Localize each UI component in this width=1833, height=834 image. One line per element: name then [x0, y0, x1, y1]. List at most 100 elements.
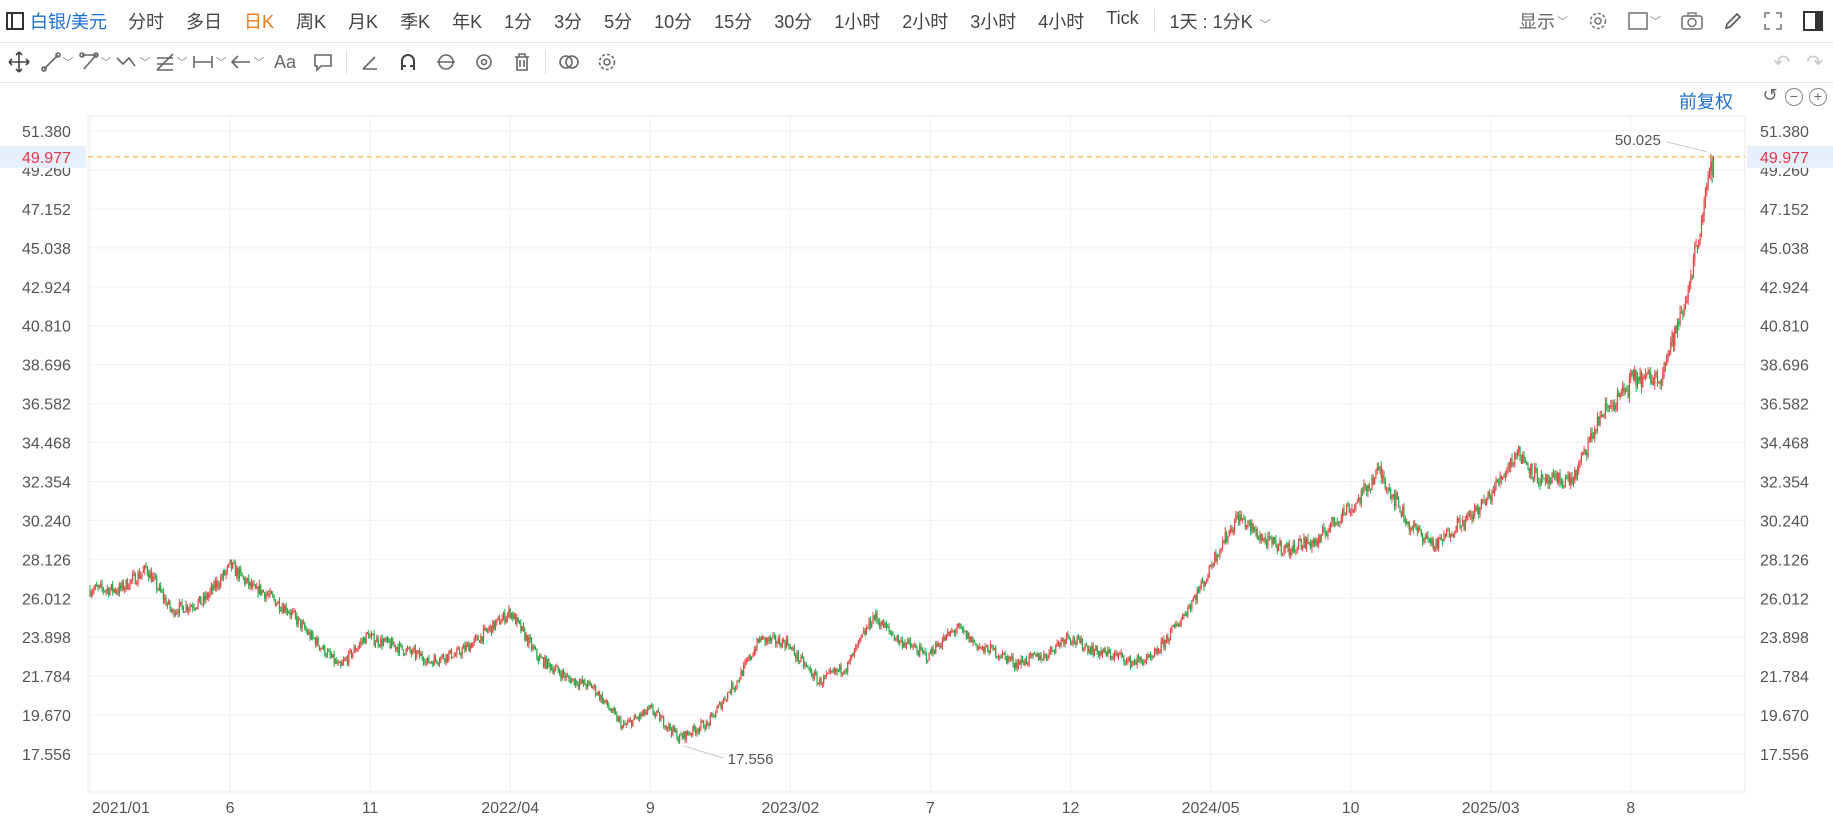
eye-icon[interactable] — [465, 47, 503, 77]
timeframe-option[interactable]: 1分 — [504, 12, 533, 32]
candle-body — [421, 653, 423, 659]
candle-body — [1297, 540, 1300, 548]
candle-body — [981, 646, 984, 648]
candle-body — [865, 627, 867, 635]
timeframe-option[interactable]: 2小时 — [902, 12, 949, 32]
candle-body — [401, 644, 403, 650]
candle-body — [492, 620, 494, 634]
candle-body — [501, 617, 503, 623]
candle-body — [1124, 661, 1126, 663]
candle-body — [1091, 645, 1093, 654]
candle-body — [884, 623, 886, 628]
candle-body — [530, 639, 533, 649]
wave-icon[interactable]: ﹀ — [114, 47, 152, 77]
timeframe-option[interactable]: Tick — [1106, 8, 1139, 28]
magnet-icon[interactable] — [389, 47, 427, 77]
candle-body — [1359, 497, 1361, 504]
candle-body — [614, 711, 617, 714]
ruler-icon[interactable] — [351, 47, 389, 77]
candle-body — [1571, 477, 1573, 484]
candle-body — [1427, 535, 1429, 539]
symbol-selector[interactable]: 白银/美元 — [30, 12, 108, 32]
candle-body — [156, 577, 158, 590]
comment-icon[interactable] — [304, 47, 342, 77]
timeframe-option[interactable]: 年K — [452, 12, 483, 32]
sidebar-toggle-icon[interactable] — [6, 12, 24, 30]
layout-icon[interactable]: ﹀ — [1628, 12, 1661, 30]
timeframe-option[interactable]: 分时 — [128, 12, 165, 32]
candle-body — [386, 637, 389, 641]
timeframe-option[interactable]: 10分 — [654, 12, 693, 32]
pencil-icon[interactable] — [1723, 11, 1743, 31]
undo-icon[interactable]: ↶ — [1773, 51, 1791, 74]
adjust-mode[interactable]: 前复权 — [1679, 92, 1733, 112]
candle-body — [1023, 662, 1025, 665]
candle-body — [626, 722, 629, 724]
timeframe-option[interactable]: 15分 — [714, 12, 753, 32]
candle-body — [1264, 537, 1266, 542]
compare-icon[interactable] — [550, 47, 588, 77]
interval-select[interactable]: 1天 : 1分K ﹀ — [1159, 8, 1282, 34]
candle-body — [856, 644, 858, 648]
candle-body — [983, 646, 985, 652]
candle-body — [152, 576, 154, 583]
candle-body — [891, 632, 893, 635]
timeframe-option[interactable]: 1小时 — [834, 12, 881, 32]
arrow-icon[interactable]: ﹀ — [228, 47, 266, 77]
candle-body — [190, 606, 192, 608]
panel-toggle-icon[interactable] — [1803, 11, 1823, 31]
candle-body — [118, 584, 120, 594]
timeframe-option[interactable]: 周K — [296, 12, 327, 32]
candle-body — [1019, 661, 1021, 665]
fullscreen-icon[interactable] — [1763, 11, 1783, 31]
candle-body — [929, 652, 932, 654]
settings-icon[interactable] — [588, 47, 626, 77]
timeframe-option[interactable]: 30分 — [774, 12, 813, 32]
candle-body — [98, 585, 100, 587]
candle-body — [753, 649, 755, 656]
timeframe-option[interactable]: 4小时 — [1038, 12, 1085, 32]
camera-icon[interactable] — [1681, 12, 1703, 30]
candle-body — [385, 638, 387, 641]
timeframe-option[interactable]: 日K — [244, 12, 275, 32]
text-icon[interactable]: Aa — [273, 51, 297, 72]
candle-body — [729, 692, 731, 694]
candle-body — [548, 659, 550, 664]
candle-body — [1492, 491, 1494, 494]
candle-body — [600, 694, 602, 700]
lock-icon[interactable] — [427, 47, 465, 77]
candle-body — [429, 662, 431, 664]
candle-body — [1376, 467, 1378, 470]
candle-body — [1121, 652, 1124, 656]
candle-body — [1503, 476, 1505, 478]
reset-icon[interactable]: ↺ — [1762, 85, 1778, 105]
candle-body — [1047, 657, 1049, 659]
move-icon[interactable] — [0, 47, 38, 77]
candle-body — [561, 671, 563, 679]
trash-icon[interactable] — [503, 47, 541, 77]
timeframe-option[interactable]: 多日 — [186, 12, 223, 32]
timeframe-option[interactable]: 季K — [400, 12, 431, 32]
timeframe-option[interactable]: 月K — [348, 12, 379, 32]
candle-body — [1499, 476, 1501, 484]
candle-body — [114, 589, 116, 593]
candle-body — [911, 645, 913, 648]
candle-body — [286, 611, 289, 613]
display-menu[interactable]: 显示 ﹀ — [1519, 8, 1568, 34]
redo-icon[interactable]: ↷ — [1806, 51, 1823, 74]
fib-icon[interactable]: ﹀ — [152, 47, 190, 77]
timeframe-option[interactable]: 3分 — [554, 12, 583, 32]
measure-icon[interactable]: ﹀ — [190, 47, 228, 77]
timeframe-option[interactable]: 3小时 — [970, 12, 1017, 32]
candle-body — [453, 656, 455, 658]
candle-body — [905, 643, 908, 647]
zoom-out-icon[interactable]: − — [1785, 88, 1803, 106]
polyline-icon[interactable]: ﹀ — [76, 47, 114, 77]
trend-line-icon[interactable]: ﹀ — [38, 47, 76, 77]
timeframe-option[interactable]: 5分 — [604, 12, 633, 32]
zoom-in-icon[interactable]: + — [1809, 88, 1827, 106]
settings-icon[interactable] — [1588, 11, 1608, 31]
candle-body — [1211, 564, 1213, 566]
candle-body — [572, 678, 574, 680]
